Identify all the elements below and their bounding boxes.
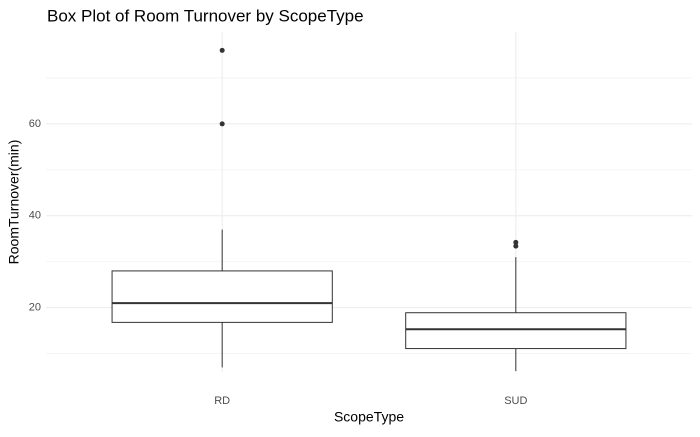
chart-title: Box Plot of Room Turnover by ScopeType: [47, 6, 364, 25]
x-axis-label: ScopeType: [334, 409, 404, 425]
outlier: [513, 243, 519, 249]
y-tick-label: 60: [29, 118, 41, 130]
outlier: [219, 47, 225, 53]
y-axis-label: RoomTurnover(min): [6, 140, 22, 265]
y-tick-label: 40: [29, 210, 41, 222]
box: [405, 312, 627, 350]
outlier: [513, 239, 519, 245]
box: [111, 270, 333, 323]
x-tick-label: RD: [214, 395, 230, 407]
outlier: [219, 121, 225, 127]
x-tick-label: SUD: [504, 395, 527, 407]
y-tick-label: 20: [29, 302, 41, 314]
